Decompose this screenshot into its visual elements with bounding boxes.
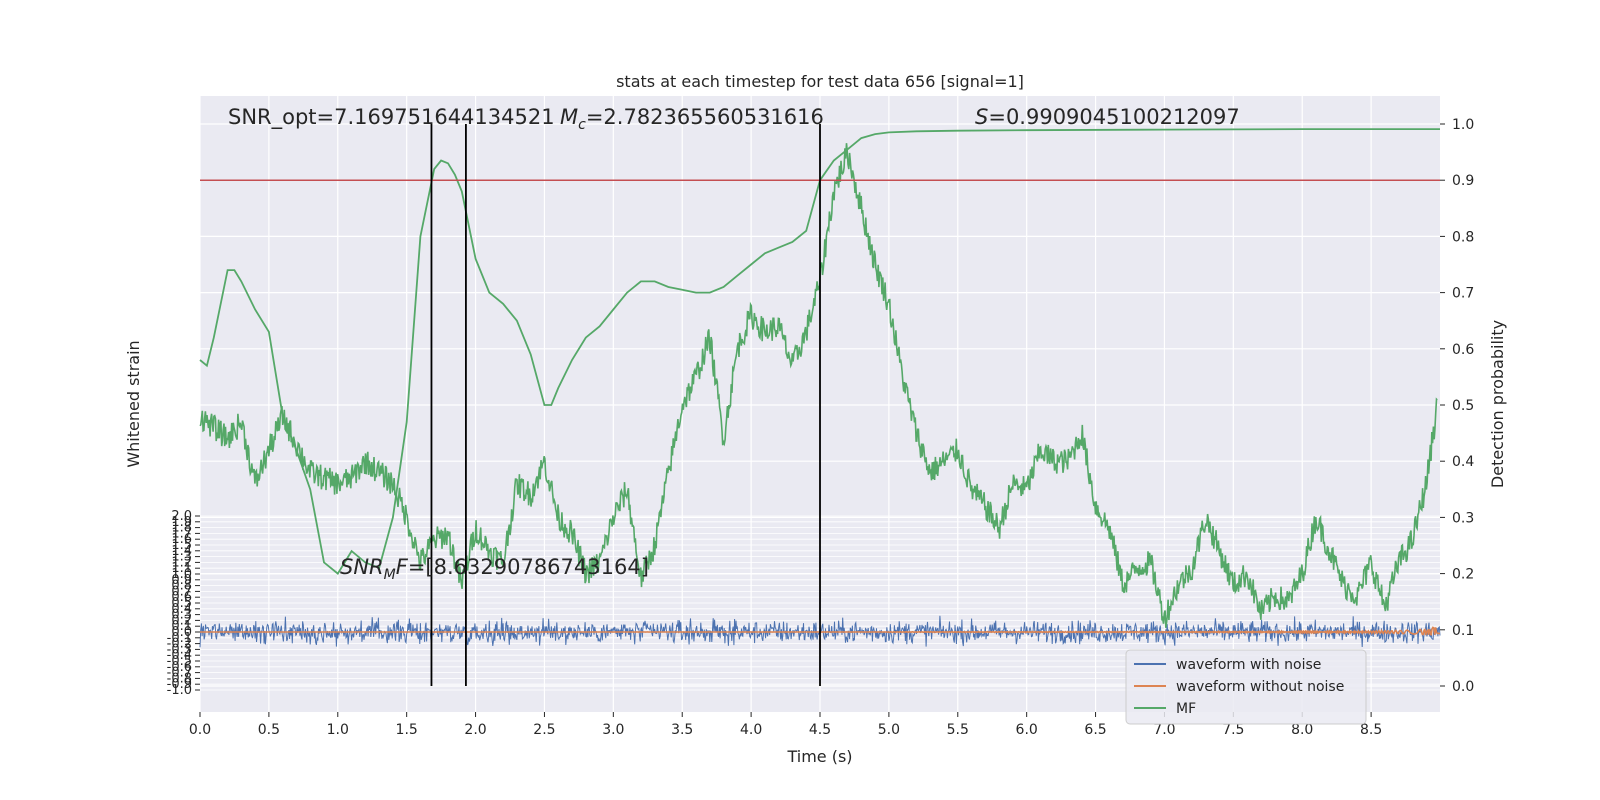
legend-box (1125, 649, 1367, 725)
legend: waveform with noise waveform without noi… (1125, 649, 1367, 725)
legend-clean-label: waveform without noise (1176, 679, 1344, 695)
left-tick-label: 1.0 (171, 567, 192, 582)
x-tick-label: 5.0 (878, 722, 900, 738)
probability-series-line (199, 128, 1440, 575)
right-tick-label: 0.5 (1452, 398, 1474, 414)
left-tick-label: -0.8 (167, 671, 192, 686)
annotation-snr-mf-f: F (396, 555, 409, 579)
right-tick-label: 0.3 (1452, 510, 1474, 526)
annotation-s-symbol: S (975, 105, 988, 129)
right-tick-label: 0.9 (1452, 173, 1474, 189)
x-tick-label: 2.0 (464, 722, 486, 738)
right-axis-ticks: 0.0 0.1 0.2 0.3 0.4 0.5 0.6 0.7 0.8 0.9 1.0 (1440, 117, 1474, 695)
x-tick-label: 7.0 (1153, 722, 1175, 738)
vertical-lines-layer (430, 124, 821, 686)
left-tick-label: 0.6 (171, 590, 192, 605)
left-tick-label: 1.5 (171, 538, 192, 553)
left-axis-ticks: -1.0-0.9-0.8-0.7-0.6-0.5-0.4-0.3-0.2-0.1… (167, 509, 200, 698)
right-tick-label: 0.8 (1452, 229, 1474, 245)
x-axis-ticks: 0.0 0.5 1.0 1.5 2.0 2.5 3.0 3.5 4.0 4.5 5.0 5.5 6.0 6… (189, 712, 1382, 738)
left-tick-label: 1.4 (171, 544, 192, 559)
left-tick-label: -1.0 (167, 683, 192, 698)
left-tick-label: 0.0 (171, 625, 192, 640)
right-tick-label: 1.0 (1452, 117, 1474, 133)
left-tick-label: -0.6 (167, 660, 192, 675)
annotation-mc: Mc=2.782365560531616 (560, 105, 824, 133)
x-tick-label: 7.5 (1222, 722, 1244, 738)
x-tick-label: 3.5 (671, 722, 693, 738)
left-tick-label: 1.3 (171, 550, 192, 565)
legend-noise-label: waveform with noise (1176, 657, 1321, 673)
right-tick-label: 0.0 (1452, 679, 1474, 695)
x-tick-label: 4.0 (740, 722, 762, 738)
x-tick-label: 8.5 (1360, 722, 1382, 738)
left-tick-label: -0.3 (167, 642, 192, 657)
annotation-mc-symbol: M (560, 105, 578, 129)
left-tick-label: 1.7 (171, 526, 192, 541)
annotation-snr-opt: SNR_opt=7.169751644134521 (228, 105, 555, 130)
annotation-mc-value: =2.782365560531616 (586, 105, 824, 129)
left-tick-label: 1.8 (171, 521, 192, 536)
left-tick-label: -0.4 (167, 648, 192, 663)
left-tick-label: 0.1 (171, 619, 192, 634)
left-tick-label: 0.2 (171, 613, 192, 628)
left-tick-label: 1.2 (171, 555, 192, 570)
annotation-snr-mf-subscript: M (384, 567, 396, 583)
x-tick-label: 8.0 (1291, 722, 1313, 738)
annotation-snr-mf-value: =[8.63290786743164] (408, 555, 649, 579)
annotation-s: S=0.9909045100212097 (975, 105, 1240, 129)
left-tick-label: 0.4 (171, 602, 192, 617)
legend-mf-label: MF (1176, 701, 1196, 717)
left-axis-label: Whitened strain (124, 340, 143, 467)
right-tick-label: 0.2 (1452, 567, 1474, 583)
x-tick-label: 6.5 (1084, 722, 1106, 738)
left-tick-label: -0.2 (167, 637, 192, 652)
left-tick-label: 0.9 (171, 573, 192, 588)
x-tick-label: 2.5 (533, 722, 555, 738)
annotation-snr-mf-symbol: SNR (340, 555, 384, 579)
right-axis-label: Detection probability (1488, 320, 1507, 488)
left-tick-label: -0.9 (167, 677, 192, 692)
left-tick-label: -0.5 (167, 654, 192, 669)
x-tick-label: 0.5 (258, 722, 280, 738)
x-tick-label: 1.0 (327, 722, 349, 738)
left-tick-label: 0.8 (171, 579, 192, 594)
probability-series-layer (199, 128, 1440, 575)
x-tick-label: 0.0 (189, 722, 211, 738)
x-tick-label: 3.0 (602, 722, 624, 738)
right-tick-label: 0.4 (1452, 454, 1474, 470)
left-tick-label: 2.0 (171, 509, 192, 524)
x-tick-label: 4.5 (809, 722, 831, 738)
annotation-s-value: =0.9909045100212097 (988, 105, 1239, 129)
mf-series-layer (199, 143, 1438, 628)
right-tick-label: 0.1 (1452, 623, 1474, 639)
left-tick-label: 0.3 (171, 608, 192, 623)
right-tick-label: 0.6 (1452, 342, 1474, 358)
left-tick-label: 1.9 (171, 515, 192, 530)
annotation-mc-subscript: c (578, 117, 586, 133)
x-tick-label: 6.0 (1016, 722, 1038, 738)
left-tick-label: 1.6 (171, 532, 192, 547)
x-tick-label: 1.5 (396, 722, 418, 738)
right-tick-label: 0.7 (1452, 286, 1474, 302)
left-tick-label: 0.5 (171, 596, 192, 611)
annotation-snr-mf: SNRMF=[8.63290786743164] (340, 555, 649, 583)
left-tick-label: 1.1 (171, 561, 192, 576)
left-tick-label: -0.7 (167, 666, 192, 681)
x-axis-label: Time (s) (786, 747, 852, 766)
chart-title: stats at each timestep for test data 656… (616, 72, 1024, 91)
left-tick-label: 0.7 (171, 584, 192, 599)
x-tick-label: 5.5 (947, 722, 969, 738)
mf-series-line (199, 143, 1438, 628)
left-tick-label: -0.1 (167, 631, 192, 646)
